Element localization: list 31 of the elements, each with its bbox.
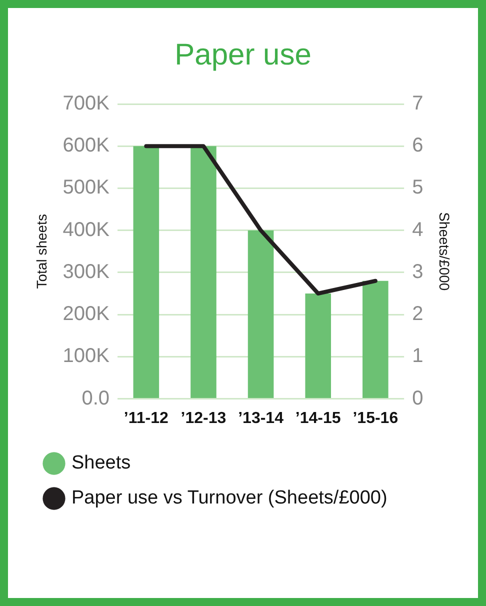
y-tick-label: 0.0 <box>82 387 110 410</box>
legend-label: Paper use vs Turnover (Sheets/£000) <box>72 488 388 509</box>
bar <box>362 280 388 398</box>
chart-title: Paper use <box>174 38 312 72</box>
bar <box>248 230 274 398</box>
bar <box>133 146 160 398</box>
y-tick-label: 100K <box>62 345 110 368</box>
y-tick-label: 400K <box>62 218 110 241</box>
y2-tick-label: 4 <box>412 218 424 241</box>
x-tick-label: ’11-12 <box>124 410 169 427</box>
y2-axis-title: Sheets/£000 <box>436 212 453 291</box>
bar <box>190 146 216 398</box>
y-tick-label: 700K <box>62 92 110 115</box>
legend-label: Sheets <box>72 452 131 474</box>
x-tick-label: ’15-16 <box>352 410 398 427</box>
y2-tick-label: 1 <box>412 345 424 368</box>
y-tick-label: 300K <box>62 260 110 283</box>
y2-tick-label: 6 <box>412 134 424 157</box>
y2-tick-label: 7 <box>412 92 424 115</box>
y-tick-label: 200K <box>62 303 110 326</box>
y2-tick-label: 3 <box>412 260 424 283</box>
y-tick-label: 600K <box>62 134 110 157</box>
x-tick-label: ’12-13 <box>180 410 226 427</box>
bar <box>305 294 331 398</box>
y-tick-label: 500K <box>62 176 110 199</box>
y2-tick-label: 2 <box>412 303 424 326</box>
y2-tick-label: 0 <box>412 387 424 410</box>
y-axis-title: Total sheets <box>33 214 50 289</box>
x-tick-label: ’14-15 <box>295 410 341 427</box>
x-tick-label: ’13-14 <box>238 410 284 427</box>
y2-tick-label: 5 <box>412 176 424 199</box>
